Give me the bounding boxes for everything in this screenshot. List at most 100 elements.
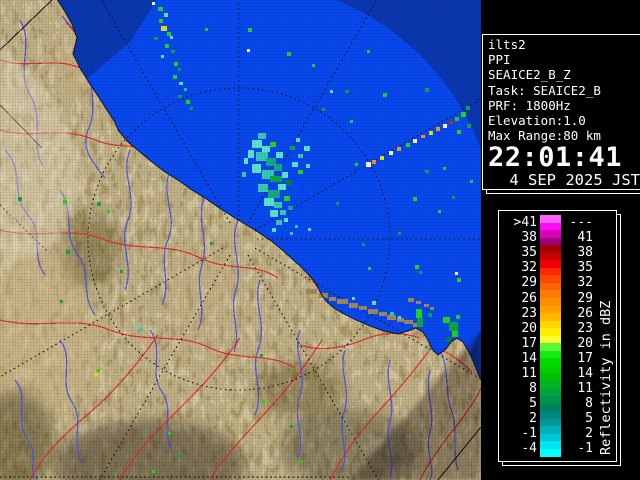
radar-echo: [413, 197, 417, 201]
scale-left-label: 26: [521, 290, 537, 306]
scale-color-cell: [540, 215, 561, 231]
radar-echo: [97, 369, 100, 372]
scale-left-label: 17: [521, 335, 537, 351]
spit-block: [413, 323, 420, 327]
scale-row: 32 35: [499, 260, 616, 276]
radar-echo: [276, 152, 283, 158]
radar-echo: [397, 147, 401, 151]
radar-echo: [140, 328, 143, 331]
radar-echo: [470, 180, 473, 183]
spit-block: [319, 293, 328, 298]
spit-block: [337, 299, 348, 304]
radar-echo: [274, 202, 282, 208]
scale-right-label: 2: [585, 426, 593, 442]
scale-row: 11 14: [499, 365, 616, 382]
spit-block: [359, 306, 367, 310]
radar-echo: [248, 28, 252, 32]
radar-echo: [406, 143, 410, 147]
radar-echo: [170, 36, 173, 39]
radar-echo: [425, 88, 429, 92]
radar-echo: [389, 151, 393, 155]
radar-echo: [429, 131, 433, 135]
radar-echo: [290, 146, 295, 150]
scale-right-label: 14: [577, 365, 593, 381]
scale-right-label: 38: [577, 245, 593, 261]
radar-echo: [295, 225, 298, 228]
radar-echo: [372, 301, 376, 305]
radar-echo: [456, 315, 460, 319]
radar-echo: [248, 150, 254, 158]
radar-echo: [330, 90, 333, 93]
spit-block: [430, 307, 434, 310]
radar-echo: [256, 152, 268, 161]
blocked-sector: [57, 0, 158, 82]
radar-echo: [270, 142, 276, 147]
radar-echo: [362, 243, 365, 246]
scale-color-cell: [540, 350, 561, 366]
radar-echo: [152, 2, 155, 5]
radar-echo: [298, 170, 303, 174]
scale-row: 8 11: [499, 381, 616, 397]
radar-echo: [18, 197, 22, 201]
scale-row: -4 -1: [499, 441, 616, 457]
radar-echo: [372, 160, 376, 164]
scale-left-label: >41: [513, 215, 537, 231]
spit-block: [424, 304, 429, 307]
clock-date: 4 SEP 2025 JST: [500, 171, 640, 190]
radar-echo: [252, 164, 261, 173]
scale-right-label: 29: [577, 290, 593, 306]
scale-left-label: 32: [521, 260, 537, 276]
beyond-range-land-haze: [0, 46, 84, 272]
scale-right-label: 41: [577, 230, 593, 246]
radar-echo: [452, 196, 455, 199]
spit-block: [368, 309, 378, 314]
radar-echo: [367, 50, 370, 53]
radar-echo: [66, 250, 70, 254]
scale-right-label: 5: [585, 411, 593, 427]
radar-echo: [262, 400, 265, 403]
radar-echo: [262, 170, 274, 179]
scale-row: -1 2: [499, 426, 616, 442]
radar-echo: [158, 7, 163, 11]
radar-echo: [300, 460, 303, 463]
radar-echo: [287, 52, 291, 56]
spit-block: [306, 289, 317, 294]
radar-echo: [266, 158, 276, 166]
radar-echo: [304, 146, 310, 151]
radar-echo: [380, 156, 384, 160]
radar-echo: [428, 313, 432, 317]
radar-echo: [352, 297, 355, 300]
radar-echo: [171, 50, 175, 53]
scale-left-label: -4: [521, 441, 537, 457]
spit-block: [404, 320, 413, 324]
info-line: Elevation:1.0: [488, 113, 586, 129]
radar-echo: [438, 210, 441, 213]
radar-echo: [290, 232, 293, 235]
radar-echo: [467, 124, 471, 128]
range-ring-40km: [87, 87, 391, 391]
info-line: Task: SEAICE2_B: [488, 82, 601, 98]
radar-echo: [286, 180, 292, 185]
scale-row: 20 23: [499, 320, 616, 336]
info-line: PRF: 1800Hz: [488, 97, 571, 113]
radar-echo: [174, 62, 178, 66]
radar-echo: [455, 272, 458, 275]
sand-spit: [306, 289, 434, 327]
radar-echo: [154, 37, 158, 40]
radar-echo: [355, 163, 358, 166]
radar-echo: [178, 455, 181, 458]
scale-color-cell: [540, 335, 561, 351]
radar-echo: [443, 124, 447, 128]
scale-row: 26 29: [499, 290, 616, 306]
radar-echo: [268, 190, 280, 198]
radar-echo: [107, 210, 110, 213]
scale-color-cell: [540, 426, 561, 442]
radar-echo: [247, 49, 250, 52]
scale-left-label: 29: [521, 275, 537, 291]
scale-title: Reflectivity in dBZ: [598, 300, 614, 455]
radar-echo: [120, 270, 123, 273]
scale-right-label: 23: [577, 320, 593, 336]
scale-color-cell: [540, 441, 561, 457]
radar-map: [0, 0, 481, 480]
radar-echo: [308, 228, 311, 231]
